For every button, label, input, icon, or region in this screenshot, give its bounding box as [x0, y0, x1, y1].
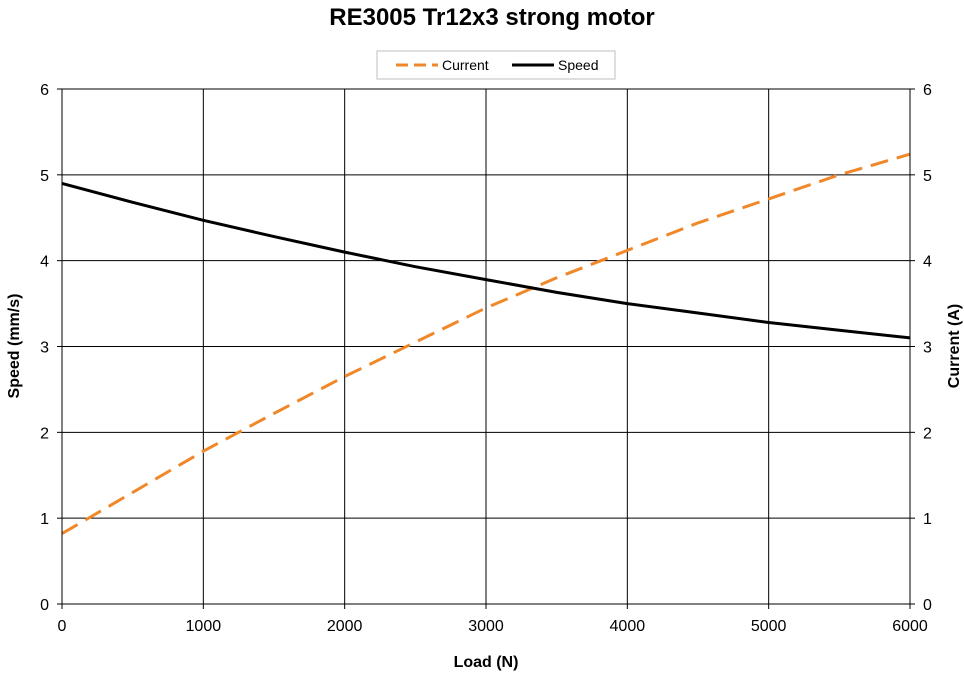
y2-tick-label: 0: [923, 597, 932, 614]
x-tick-label: 2000: [327, 618, 363, 635]
legend: Current Speed: [376, 50, 616, 80]
series-lines: [61, 152, 911, 535]
plot-area-border: [61, 88, 911, 605]
y2-tick-label: 4: [923, 254, 932, 271]
y-tick-label: 2: [40, 425, 49, 442]
x-tick-label: 0: [58, 618, 67, 635]
x-tick-label: 1000: [186, 618, 222, 635]
tick-labels: 0 1000 2000 3000 4000 5000 6000 0 1 2 3 4 5 6 0 1 2 3 4 5 6: [40, 82, 932, 635]
y2-tick-label: 2: [923, 425, 932, 442]
x-tick-label: 4000: [610, 618, 646, 635]
y2-axis-label: Current (A): [946, 304, 963, 388]
y-tick-label: 1: [40, 511, 49, 528]
y-tick-label: 6: [40, 82, 49, 99]
y-tick-label: 5: [40, 168, 49, 185]
series-line-current: [61, 152, 911, 535]
chart-title: RE3005 Tr12x3 strong motor: [329, 4, 654, 31]
y-tick-label: 0: [40, 597, 49, 614]
x-tick-label: 3000: [468, 618, 504, 635]
y-tick-label: 4: [40, 254, 49, 271]
x-axis-label: Load (N): [454, 654, 519, 671]
y-axis-label: Speed (mm/s): [6, 294, 23, 399]
y2-tick-label: 3: [923, 340, 932, 357]
y2-tick-label: 1: [923, 511, 932, 528]
x-tick-label: 5000: [751, 618, 787, 635]
legend-label-current: Current: [442, 57, 489, 73]
x-tick-label: 6000: [892, 618, 928, 635]
y2-tick-label: 6: [923, 82, 932, 99]
series-line-speed: [61, 181, 911, 340]
legend-label-speed: Speed: [558, 57, 598, 73]
y-tick-label: 3: [40, 340, 49, 357]
gridlines: [57, 88, 915, 609]
y2-tick-label: 5: [923, 168, 932, 185]
